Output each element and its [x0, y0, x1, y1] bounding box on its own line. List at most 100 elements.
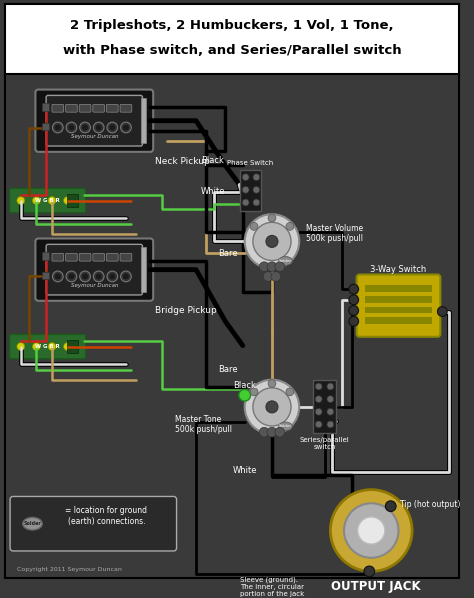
Text: Series/parallel
switch: Series/parallel switch: [300, 437, 349, 450]
Circle shape: [253, 199, 260, 206]
FancyBboxPatch shape: [10, 496, 176, 551]
Bar: [365, 318, 432, 324]
FancyBboxPatch shape: [79, 105, 91, 112]
Circle shape: [33, 343, 40, 350]
Text: Copyright 2011 Seymour Duncan: Copyright 2011 Seymour Duncan: [17, 567, 122, 572]
Circle shape: [109, 273, 115, 279]
Circle shape: [96, 124, 101, 130]
FancyBboxPatch shape: [36, 239, 153, 301]
Text: Black: Black: [201, 156, 224, 165]
Circle shape: [315, 408, 322, 415]
Circle shape: [349, 284, 359, 294]
Circle shape: [80, 122, 91, 133]
Circle shape: [80, 271, 91, 282]
Circle shape: [267, 428, 277, 437]
Circle shape: [250, 222, 258, 230]
Text: Black: Black: [233, 381, 256, 390]
Circle shape: [263, 271, 273, 281]
Bar: [42, 271, 49, 279]
Text: 3-Way Switch: 3-Way Switch: [370, 265, 427, 274]
Text: W G B R: W G B R: [35, 198, 59, 203]
FancyBboxPatch shape: [46, 245, 143, 295]
Circle shape: [267, 262, 277, 271]
Circle shape: [69, 124, 74, 130]
FancyBboxPatch shape: [65, 254, 77, 261]
FancyBboxPatch shape: [120, 105, 132, 112]
Bar: [141, 98, 146, 143]
Circle shape: [66, 122, 77, 133]
Bar: [141, 247, 146, 292]
Ellipse shape: [23, 517, 42, 530]
Circle shape: [268, 380, 276, 388]
Circle shape: [66, 271, 77, 282]
Circle shape: [438, 307, 447, 316]
Text: Neck Pickup: Neck Pickup: [155, 157, 210, 166]
Text: White: White: [232, 466, 257, 475]
Text: Tip (hot output): Tip (hot output): [401, 500, 461, 509]
Circle shape: [253, 222, 291, 261]
Circle shape: [120, 122, 131, 133]
Circle shape: [64, 197, 72, 205]
FancyBboxPatch shape: [120, 254, 132, 261]
Circle shape: [109, 124, 115, 130]
Circle shape: [327, 383, 334, 390]
Circle shape: [82, 273, 88, 279]
Circle shape: [55, 124, 61, 130]
Text: Sleeve (ground).
The inner, circular
portion of the jack: Sleeve (ground). The inner, circular por…: [240, 576, 304, 597]
FancyBboxPatch shape: [9, 334, 85, 359]
Circle shape: [245, 214, 299, 269]
FancyBboxPatch shape: [36, 90, 153, 152]
FancyBboxPatch shape: [65, 105, 77, 112]
FancyBboxPatch shape: [79, 254, 91, 261]
Circle shape: [93, 122, 104, 133]
Circle shape: [364, 566, 374, 576]
Circle shape: [327, 421, 334, 428]
Text: Bridge Pickup: Bridge Pickup: [155, 306, 217, 315]
Text: = location for ground
(earth) connections.: = location for ground (earth) connection…: [65, 507, 147, 526]
Circle shape: [315, 396, 322, 402]
Circle shape: [242, 199, 249, 206]
Text: OUTPUT JACK: OUTPUT JACK: [331, 581, 421, 593]
Text: Bare: Bare: [219, 365, 238, 374]
Circle shape: [315, 383, 322, 390]
Bar: [42, 252, 49, 260]
Circle shape: [349, 295, 359, 305]
Text: Master Volume
500k push/pull: Master Volume 500k push/pull: [306, 224, 363, 243]
Text: Solder: Solder: [24, 521, 41, 526]
Circle shape: [253, 388, 291, 426]
Circle shape: [385, 501, 396, 511]
Circle shape: [266, 401, 278, 413]
Circle shape: [271, 271, 281, 281]
Circle shape: [93, 271, 104, 282]
Circle shape: [253, 174, 260, 181]
Circle shape: [250, 388, 258, 396]
Circle shape: [48, 343, 56, 350]
Circle shape: [64, 343, 72, 350]
Circle shape: [349, 306, 359, 315]
Circle shape: [69, 273, 74, 279]
Circle shape: [82, 124, 88, 130]
Text: Phase Switch: Phase Switch: [228, 160, 273, 166]
Circle shape: [259, 262, 269, 271]
FancyBboxPatch shape: [107, 254, 118, 261]
Circle shape: [275, 262, 284, 271]
Circle shape: [107, 122, 118, 133]
Text: W G B R: W G B R: [35, 344, 59, 349]
Circle shape: [275, 428, 284, 437]
FancyBboxPatch shape: [107, 105, 118, 112]
Bar: [313, 380, 336, 433]
Circle shape: [96, 273, 101, 279]
Circle shape: [357, 517, 385, 544]
Bar: [5, 4, 459, 74]
Circle shape: [123, 273, 129, 279]
FancyBboxPatch shape: [52, 254, 64, 261]
Circle shape: [53, 122, 63, 133]
FancyBboxPatch shape: [9, 188, 85, 213]
FancyBboxPatch shape: [356, 274, 440, 337]
Circle shape: [33, 197, 40, 205]
Text: Solder: Solder: [279, 425, 292, 428]
Circle shape: [315, 421, 322, 428]
Text: Seymour Duncan: Seymour Duncan: [71, 134, 118, 139]
Text: with Phase switch, and Series/Parallel switch: with Phase switch, and Series/Parallel s…: [63, 44, 401, 57]
Circle shape: [123, 124, 129, 130]
